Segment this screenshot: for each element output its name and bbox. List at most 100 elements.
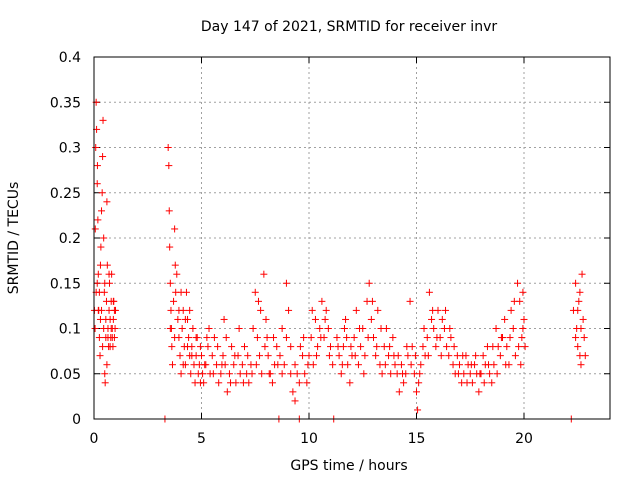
- y-tick-label: 0.05: [50, 367, 81, 383]
- data-point: [196, 379, 204, 387]
- data-point: [189, 325, 197, 332]
- x-tick-label: 5: [197, 431, 206, 447]
- data-point: [466, 370, 474, 378]
- data-point: [99, 116, 107, 124]
- data-point: [105, 270, 113, 278]
- data-point: [94, 216, 102, 224]
- data-point: [239, 379, 247, 387]
- data-point: [397, 361, 405, 369]
- data-point: [218, 361, 226, 369]
- data-point: [497, 334, 505, 342]
- data-point: [184, 343, 192, 351]
- data-point: [334, 343, 342, 351]
- data-point: [429, 306, 437, 314]
- data-point: [166, 279, 174, 287]
- data-point: [241, 343, 248, 351]
- data-point: [486, 370, 494, 378]
- x-tick-label: 20: [515, 431, 533, 447]
- data-point: [179, 361, 187, 369]
- data-point: [404, 352, 412, 360]
- data-point: [101, 370, 109, 378]
- data-point: [101, 279, 109, 287]
- data-point: [325, 352, 333, 360]
- data-point: [96, 352, 104, 360]
- data-point: [574, 306, 582, 314]
- data-point: [503, 343, 511, 351]
- data-point: [220, 315, 228, 323]
- data-point: [317, 334, 325, 342]
- data-point: [99, 343, 107, 351]
- data-point: [368, 297, 376, 305]
- data-point: [110, 306, 118, 314]
- data-point: [337, 370, 345, 378]
- data-point: [166, 243, 174, 251]
- data-point: [282, 334, 290, 342]
- data-point: [249, 325, 257, 332]
- data-point: [518, 334, 526, 342]
- data-point: [209, 370, 217, 378]
- data-point: [419, 343, 427, 351]
- data-point: [263, 334, 271, 342]
- data-point: [278, 370, 286, 378]
- data-point: [580, 334, 588, 342]
- data-point: [171, 261, 179, 269]
- data-point: [238, 361, 246, 369]
- data-point: [335, 352, 343, 360]
- data-point: [449, 361, 457, 369]
- data-point: [511, 352, 519, 360]
- data-point: [575, 297, 583, 305]
- data-point: [338, 361, 346, 369]
- data-point: [244, 352, 252, 360]
- data-point: [102, 315, 110, 323]
- x-tick-label: 0: [90, 431, 99, 447]
- data-point: [507, 306, 515, 314]
- data-point: [322, 306, 330, 314]
- data-point: [333, 334, 341, 342]
- chart-title: Day 147 of 2021, SRMTID for receiver inv…: [201, 19, 497, 35]
- data-point: [103, 261, 111, 269]
- data-point: [94, 306, 102, 314]
- x-tick-label: 10: [300, 431, 318, 447]
- data-point: [318, 297, 326, 305]
- data-point: [198, 352, 205, 360]
- data-point: [95, 334, 103, 342]
- data-point: [463, 379, 471, 387]
- data-point: [447, 334, 455, 342]
- data-point: [166, 325, 174, 332]
- plot-frame: [93, 56, 611, 420]
- data-point: [324, 325, 332, 332]
- data-point: [178, 325, 186, 332]
- data-point: [502, 361, 510, 369]
- data-point: [94, 270, 102, 278]
- data-point: [311, 315, 319, 323]
- data-point: [108, 334, 116, 342]
- data-point: [219, 352, 227, 360]
- data-point: [287, 343, 295, 351]
- data-point: [327, 343, 334, 351]
- data-point: [181, 315, 189, 323]
- data-point: [107, 325, 115, 332]
- data-point: [517, 361, 525, 369]
- data-point: [450, 343, 458, 351]
- data-point: [432, 343, 440, 351]
- y-tick-label: 0.1: [59, 322, 81, 338]
- data-point: [176, 352, 184, 360]
- data-point: [300, 334, 308, 342]
- data-point: [192, 334, 200, 342]
- data-point: [520, 315, 528, 323]
- data-point: [399, 370, 407, 378]
- data-point: [438, 315, 446, 323]
- data-point: [443, 343, 451, 351]
- data-point: [391, 361, 399, 369]
- data-point: [254, 297, 262, 305]
- data-point: [171, 334, 179, 342]
- data-point: [374, 306, 382, 314]
- data-point: [506, 334, 514, 342]
- data-point: [173, 270, 181, 278]
- data-point: [578, 270, 586, 278]
- data-point: [262, 315, 270, 323]
- data-point: [188, 352, 196, 360]
- data-point: [346, 379, 354, 387]
- data-point: [199, 370, 207, 378]
- data-point: [99, 153, 107, 161]
